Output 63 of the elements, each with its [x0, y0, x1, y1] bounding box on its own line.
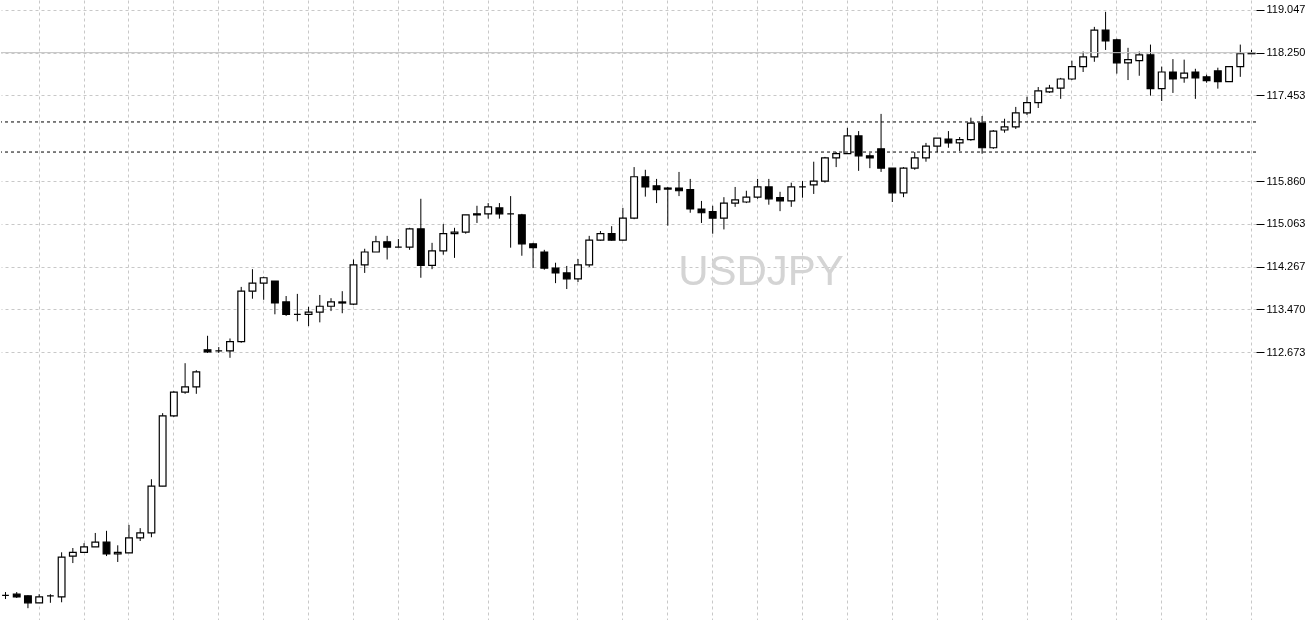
candlestick: [1168, 58, 1177, 94]
candlestick: [270, 280, 279, 315]
candlestick: [641, 169, 650, 198]
candlestick: [540, 249, 549, 271]
candlestick: [226, 337, 234, 359]
candlestick: [327, 297, 335, 312]
candlestick: [686, 178, 695, 214]
candlestick: [809, 161, 818, 195]
candlestick: [1034, 86, 1043, 109]
candlestick: [562, 265, 571, 290]
candlestick: [574, 258, 582, 283]
candlestick: [1236, 44, 1245, 78]
y-tick-label: 113.470: [1266, 302, 1306, 315]
candlestick: [708, 205, 717, 235]
candlestick: [192, 369, 201, 395]
candlestick: [776, 191, 785, 212]
candlestick: [663, 186, 672, 227]
candlestick: [1112, 38, 1121, 75]
candlestick: [731, 186, 740, 208]
candlestick: [1191, 68, 1200, 100]
candlestick: [1124, 47, 1132, 81]
candlestick: [338, 290, 347, 314]
candlestick: [102, 530, 111, 557]
candlestick: [529, 242, 538, 269]
candlestick: [1213, 67, 1222, 90]
candlestick: [1135, 51, 1144, 77]
candlestick: [315, 294, 324, 323]
y-tick-label: 114.267: [1266, 260, 1306, 273]
candlestick: [181, 362, 190, 395]
y-tick-label: 112.673: [1266, 345, 1306, 358]
candlestick: [282, 295, 291, 317]
candlestick: [989, 129, 998, 150]
candlestick: [1101, 11, 1110, 51]
candlestick: [461, 214, 470, 235]
candlestick: [787, 182, 796, 208]
candlestick: [719, 196, 728, 230]
y-tick-label: 115.860: [1266, 174, 1306, 187]
y-tick-label: 119.047: [1266, 3, 1306, 16]
y-tick-label: 118.250: [1266, 46, 1306, 59]
candlestick: [428, 242, 437, 270]
candlestick: [675, 171, 683, 197]
candlestick: [652, 178, 661, 204]
candlestick: [820, 156, 829, 184]
y-tick-label: 117.453: [1266, 88, 1306, 101]
candlestick: [304, 306, 313, 327]
candlestick: [1180, 59, 1189, 84]
candlestick: [551, 262, 560, 284]
y-tick-label: 115.063: [1266, 217, 1306, 230]
candlestick: [439, 223, 448, 256]
candlestick: [383, 235, 392, 260]
candlestick: [1023, 96, 1031, 116]
candlestick: [764, 178, 773, 206]
candlestick: [618, 207, 627, 242]
candlestick: [450, 227, 459, 259]
candlestick: [697, 200, 706, 224]
candlestick: [125, 524, 133, 554]
candlestick: [360, 248, 369, 274]
candlestick: [753, 178, 762, 200]
candlestick: [169, 390, 178, 418]
candlestick: [248, 268, 257, 300]
candlestick: [1079, 51, 1088, 73]
candlestick: [1157, 66, 1166, 102]
candlestick: [472, 205, 481, 224]
